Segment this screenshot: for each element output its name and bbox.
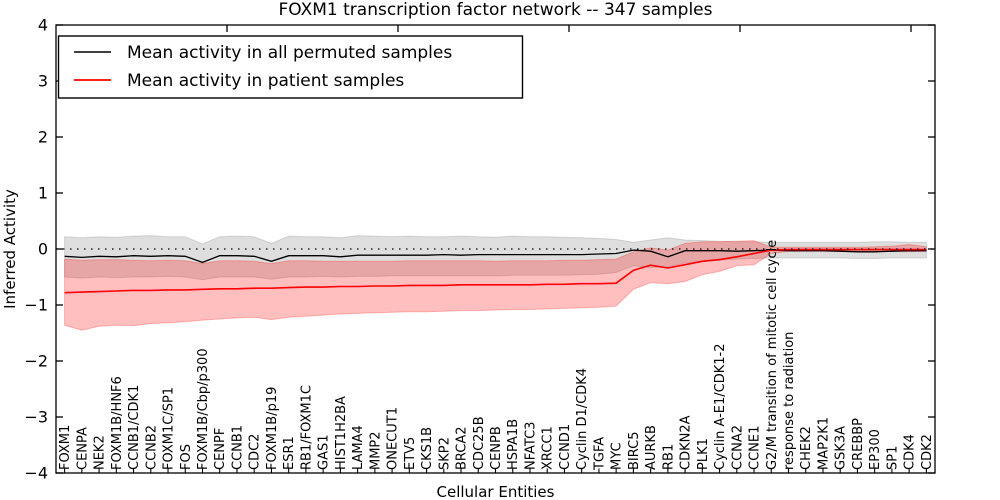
x-tick-label: FOXM1C/SP1 (162, 387, 177, 470)
x-tick-label: ONECUT1 (386, 407, 401, 470)
y-tick-label: 4 (38, 16, 48, 35)
y-tick-label: −2 (24, 352, 48, 371)
x-tick-label: LAMA4 (351, 425, 366, 470)
permuted-confidence-band (64, 235, 927, 281)
x-tick-label: CREBBP (851, 418, 866, 470)
x-tick-label: FOXM1B/p19 (265, 387, 280, 470)
x-tick-label: ESR1 (282, 436, 297, 470)
x-tick-label: MAP2K1 (816, 417, 831, 470)
x-tick-label: SP1 (885, 446, 900, 470)
x-tick-label: CDC2 (248, 434, 263, 470)
x-tick-label: BRCA2 (455, 426, 470, 470)
x-tick-label: CCNA2 (730, 425, 745, 470)
x-tick-label: response to radiation (782, 332, 797, 470)
x-tick-label: FOXM1 (58, 425, 73, 470)
x-tick-label: CCNB1/CDK1 (127, 385, 142, 470)
x-tick-label: CDC25B (472, 416, 487, 470)
y-tick-label: 3 (38, 72, 48, 91)
x-tick-label: HSPA1B (506, 419, 521, 470)
x-tick-label: TGFA (592, 437, 607, 471)
x-tick-label: HIST1H2BA (334, 396, 349, 470)
x-tick-label: RB1 (661, 444, 676, 470)
x-tick-label: BIRC5 (627, 432, 642, 471)
x-tick-label: NFATC3 (523, 422, 538, 470)
x-tick-label: FOXM1B/HNF6 (110, 376, 125, 470)
x-tick-label: CENPA (75, 427, 90, 470)
x-tick-label: CCNB2 (144, 425, 159, 470)
patient-mean-line (64, 248, 927, 294)
y-tick-label: 0 (38, 240, 48, 259)
legend-box (57, 35, 524, 99)
x-tick-label: G2/M transition of mitotic cell cycle (765, 240, 780, 470)
x-axis-label: Cellular Entities (437, 483, 555, 500)
x-tick-label: CCNB1 (230, 425, 245, 470)
chart-title: FOXM1 transcription factor network -- 34… (279, 0, 713, 20)
x-tick-label: PLK1 (696, 438, 711, 470)
y-tick-label: −1 (24, 296, 48, 315)
y-tick-label: 1 (38, 184, 48, 203)
x-tick-label: EP300 (868, 429, 883, 470)
x-tick-label: GAS1 (317, 435, 332, 471)
legend-entry-label: Mean activity in all permuted samples (127, 43, 452, 63)
x-tick-label: SKP2 (437, 437, 452, 470)
x-tick-label: Cyclin A-E1/CDK1-2 (713, 343, 728, 470)
x-tick-label: XRCC1 (541, 426, 556, 470)
x-tick-label: CHEK2 (799, 426, 814, 470)
legend: Mean activity in all permuted samples Mea… (57, 35, 524, 99)
x-tick-label: MMP2 (368, 431, 383, 470)
y-axis-label: Inferred Activity (1, 189, 19, 309)
x-tick-label: MYC (610, 442, 625, 470)
x-tick-label: CCNE1 (748, 426, 763, 470)
x-tick-label: Cyclin D1/CDK4 (575, 368, 590, 470)
y-tick-label: 2 (38, 128, 48, 147)
x-tick-label: GSK3A (834, 426, 849, 470)
x-tick-label: AURKB (644, 425, 659, 470)
x-tick-label: FOXM1B/Cbp/p300 (196, 348, 211, 470)
x-tick-label: NEK2 (93, 435, 108, 470)
x-tick-label: CCND1 (558, 424, 573, 470)
x-tick-label: RB1/FOXM1C (299, 385, 314, 470)
x-tick-label: CDK4 (903, 434, 918, 470)
y-tick-label: −4 (24, 464, 48, 483)
x-tick-label: CENPB (489, 426, 504, 470)
legend-entry-label: Mean activity in patient samples (127, 71, 404, 91)
x-axis: FOXM1 CENPA NEK2 FOXM1B/HNF6 CCNB1/CDK1 CCNB2… (58, 25, 935, 473)
x-tick-label: FOS (179, 444, 194, 470)
y-axis: 4 3 2 1 0 −1 −2 −3 −4 (24, 16, 935, 483)
x-tick-label: CDKN2A (679, 415, 694, 470)
x-tick-label: CDK2 (920, 434, 935, 470)
x-tick-label: CENPF (213, 428, 228, 470)
x-tick-label: ETV5 (403, 437, 418, 470)
y-tick-label: −3 (24, 408, 48, 427)
x-tick-label: CKS1B (420, 427, 435, 470)
